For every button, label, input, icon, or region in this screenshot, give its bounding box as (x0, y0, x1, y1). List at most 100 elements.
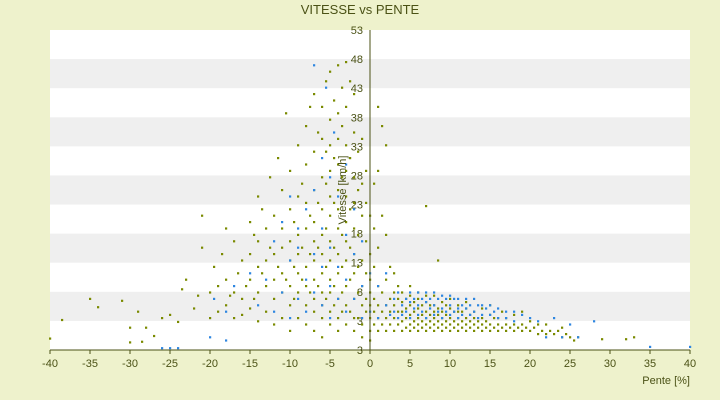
data-point (465, 317, 468, 320)
data-point (333, 131, 336, 134)
data-point (373, 323, 376, 326)
data-point (321, 208, 324, 211)
data-point (321, 291, 324, 294)
data-point (337, 208, 340, 211)
data-point (497, 329, 500, 332)
data-point (281, 189, 284, 192)
data-point (433, 317, 436, 320)
data-point (361, 304, 364, 307)
data-point (497, 317, 500, 320)
data-point (425, 329, 428, 332)
data-point (425, 291, 428, 294)
data-point (421, 320, 424, 323)
data-point (317, 285, 320, 288)
data-point (517, 326, 520, 329)
data-point (341, 310, 344, 313)
data-point (441, 317, 444, 320)
data-point (321, 176, 324, 179)
data-point (409, 304, 412, 307)
data-point (437, 310, 440, 313)
data-point (401, 310, 404, 313)
data-point (389, 265, 392, 268)
x-tick-label: -10 (282, 358, 298, 370)
x-tick-label: 20 (524, 358, 536, 370)
data-point (445, 297, 448, 300)
data-point (313, 150, 316, 153)
data-point (353, 317, 356, 320)
data-point (241, 313, 244, 316)
data-point (461, 304, 464, 307)
x-tick-label: -30 (122, 358, 138, 370)
data-point (385, 233, 388, 236)
data-point (541, 329, 544, 332)
data-point (357, 189, 360, 192)
data-point (313, 278, 316, 281)
data-point (397, 317, 400, 320)
data-point (457, 307, 460, 310)
data-point (381, 214, 384, 217)
data-point (385, 144, 388, 147)
data-point (513, 320, 516, 323)
data-point (297, 272, 300, 275)
data-point (289, 285, 292, 288)
data-point (329, 195, 332, 198)
data-point (341, 176, 344, 179)
data-point (461, 320, 464, 323)
data-point (457, 297, 460, 300)
data-point (433, 323, 436, 326)
data-point (433, 304, 436, 307)
data-point (437, 326, 440, 329)
data-point (329, 176, 332, 179)
data-point (329, 310, 332, 313)
data-point (429, 326, 432, 329)
data-point (393, 272, 396, 275)
data-point (417, 323, 420, 326)
data-point (353, 253, 356, 256)
data-point (505, 323, 508, 326)
data-point (485, 320, 488, 323)
data-point (209, 291, 212, 294)
data-point (281, 317, 284, 320)
data-point (305, 310, 308, 313)
data-point (489, 313, 492, 316)
data-point (409, 291, 412, 294)
y-tick-label: 53 (351, 25, 363, 37)
data-point (409, 294, 412, 297)
data-point (469, 304, 472, 307)
data-point (297, 227, 300, 230)
data-point (373, 310, 376, 313)
data-point (341, 125, 344, 128)
x-tick-label: 15 (484, 358, 496, 370)
data-point (529, 320, 532, 323)
data-point (185, 278, 188, 281)
y-tick-label: 3 (357, 316, 363, 328)
y-tick-label: 18 (351, 229, 363, 241)
data-point (313, 240, 316, 243)
data-point (329, 144, 332, 147)
data-point (249, 253, 252, 256)
data-point (513, 323, 516, 326)
data-point (345, 233, 348, 236)
data-point (433, 294, 436, 297)
data-point (161, 317, 164, 320)
data-point (333, 201, 336, 204)
data-point (549, 329, 552, 332)
data-point (417, 317, 420, 320)
data-point (433, 329, 436, 332)
data-point (321, 227, 324, 230)
data-point (305, 304, 308, 307)
data-point (309, 291, 312, 294)
data-point (317, 201, 320, 204)
data-point (401, 313, 404, 316)
data-point (357, 317, 360, 320)
data-point (385, 304, 388, 307)
data-point (401, 291, 404, 294)
data-point (249, 221, 252, 224)
data-point (533, 326, 536, 329)
data-point (201, 246, 204, 249)
data-point (413, 310, 416, 313)
data-point (453, 310, 456, 313)
data-point (569, 336, 572, 339)
data-point (217, 285, 220, 288)
